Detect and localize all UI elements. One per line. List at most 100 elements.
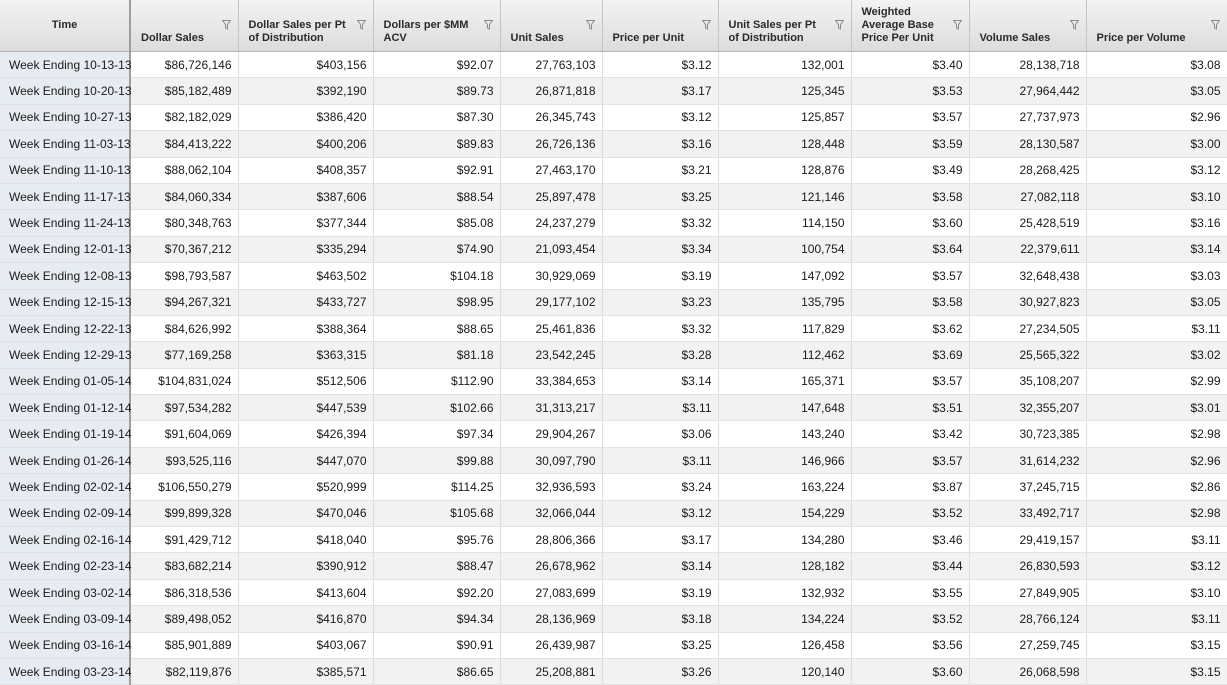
- table-cell: 28,806,366: [500, 526, 603, 554]
- table-cell: 134,224: [718, 605, 852, 633]
- filter-icon[interactable]: [701, 20, 711, 30]
- table-row[interactable]: Week Ending 10-13-13 $86,726,146 $403,156 $…: [0, 51, 1227, 79]
- table-cell: $91,429,712: [130, 526, 239, 554]
- filter-icon[interactable]: [1210, 20, 1220, 30]
- table-cell: $99.88: [373, 447, 501, 475]
- column-header-time[interactable]: Time: [0, 0, 131, 52]
- table-row[interactable]: Week Ending 02-23-14 $83,682,214 $390,912 $…: [0, 552, 1227, 580]
- table-row[interactable]: Week Ending 12-01-13 $70,367,212 $335,294 $…: [0, 236, 1227, 264]
- filter-icon[interactable]: [1069, 20, 1079, 30]
- table-cell: $403,156: [238, 51, 374, 79]
- table-cell: $416,870: [238, 605, 374, 633]
- table-cell: $86,318,536: [130, 579, 239, 607]
- row-header-time: Week Ending 11-03-13: [0, 130, 131, 158]
- table-cell: 31,313,217: [500, 394, 603, 422]
- table-cell: $335,294: [238, 236, 374, 264]
- table-row[interactable]: Week Ending 10-27-13 $82,182,029 $386,420 $…: [0, 104, 1227, 132]
- grid-body: Week Ending 10-13-13 $86,726,146 $403,156 $…: [0, 51, 1227, 685]
- filter-icon[interactable]: [585, 20, 595, 30]
- row-header-time: Week Ending 02-23-14: [0, 552, 132, 580]
- table-cell: $447,539: [238, 394, 374, 422]
- column-header-5[interactable]: Price per Unit: [602, 0, 719, 52]
- filter-icon[interactable]: [834, 20, 844, 30]
- table-cell: 128,448: [718, 130, 852, 158]
- table-cell: $387,606: [238, 183, 374, 211]
- table-cell: 125,857: [718, 104, 852, 132]
- column-header-4[interactable]: Unit Sales: [500, 0, 603, 52]
- table-cell: $80,348,763: [130, 209, 239, 237]
- table-row[interactable]: Week Ending 02-02-14 $106,550,279 $520,999…: [0, 473, 1227, 501]
- table-cell: $91,604,069: [130, 420, 239, 448]
- table-cell: 26,726,136: [500, 130, 603, 158]
- row-header-time: Week Ending 10-20-13: [0, 77, 132, 105]
- table-cell: $390,912: [238, 552, 374, 580]
- table-cell: 143,240: [718, 420, 852, 448]
- row-header-time: Week Ending 03-16-14: [0, 632, 132, 659]
- table-row[interactable]: Week Ending 11-17-13 $84,060,334 $387,606 $…: [0, 183, 1227, 211]
- table-cell: $426,394: [238, 420, 374, 448]
- row-header-time: Week Ending 01-26-14: [0, 447, 132, 475]
- filter-icon[interactable]: [952, 20, 962, 30]
- table-cell: $3.10: [1086, 579, 1227, 607]
- table-cell: $3.17: [602, 77, 719, 105]
- table-cell: 32,066,044: [500, 500, 603, 528]
- table-cell: $3.53: [851, 77, 970, 105]
- table-cell: $3.16: [602, 130, 719, 158]
- table-cell: $77,169,258: [130, 341, 239, 369]
- table-row[interactable]: Week Ending 11-03-13 $84,413,222 $400,206 $…: [0, 130, 1227, 158]
- table-row[interactable]: Week Ending 11-24-13 $80,348,763 $377,344 $…: [0, 209, 1227, 237]
- table-row[interactable]: Week Ending 03-02-14 $86,318,536 $413,604 $…: [0, 579, 1227, 607]
- table-row[interactable]: Week Ending 12-15-13 $94,267,321 $433,727 $…: [0, 289, 1227, 316]
- table-cell: $3.60: [851, 658, 970, 685]
- table-row[interactable]: Week Ending 10-20-13 $85,182,489 $392,190 $…: [0, 77, 1227, 105]
- table-row[interactable]: Week Ending 03-16-14 $85,901,889 $403,067 $…: [0, 632, 1227, 659]
- table-cell: 28,766,124: [969, 605, 1087, 633]
- table-cell: $463,502: [238, 262, 374, 290]
- filter-icon[interactable]: [483, 20, 493, 30]
- table-cell: 31,614,232: [969, 447, 1087, 475]
- filter-icon[interactable]: [221, 20, 231, 30]
- table-cell: $82,119,876: [130, 658, 239, 685]
- table-cell: $3.19: [602, 579, 719, 607]
- table-cell: $85,182,489: [130, 77, 239, 105]
- table-cell: 28,138,718: [969, 51, 1087, 79]
- row-header-time: Week Ending 03-02-14: [0, 579, 132, 607]
- column-header-1[interactable]: Dollar Sales: [130, 0, 239, 52]
- table-row[interactable]: Week Ending 01-12-14 $97,534,282 $447,539 $…: [0, 394, 1227, 422]
- table-row[interactable]: Week Ending 01-19-14 $91,604,069 $426,394 $…: [0, 420, 1227, 448]
- table-cell: $3.03: [1086, 262, 1227, 290]
- table-row[interactable]: Week Ending 03-09-14 $89,498,052 $416,870 $…: [0, 605, 1227, 633]
- table-row[interactable]: Week Ending 02-16-14 $91,429,712 $418,040 $…: [0, 526, 1227, 554]
- table-row[interactable]: Week Ending 01-26-14 $93,525,116 $447,070 $…: [0, 447, 1227, 475]
- table-row[interactable]: Week Ending 02-09-14 $99,899,328 $470,046 $…: [0, 500, 1227, 528]
- table-cell: $3.11: [1086, 526, 1227, 554]
- row-header-time: Week Ending 01-12-14: [0, 394, 132, 422]
- table-row[interactable]: Week Ending 03-23-14 $82,119,876 $385,571 $…: [0, 658, 1227, 685]
- table-cell: 21,093,454: [500, 236, 603, 264]
- table-cell: 26,678,962: [500, 552, 603, 580]
- column-header-9[interactable]: Price per Volume: [1086, 0, 1227, 52]
- table-cell: $3.15: [1086, 632, 1227, 659]
- table-row[interactable]: Week Ending 12-29-13 $77,169,258 $363,315 $…: [0, 341, 1227, 369]
- table-cell: 25,565,322: [969, 341, 1087, 369]
- table-cell: 27,737,973: [969, 104, 1087, 132]
- table-cell: $512,506: [238, 368, 374, 396]
- row-header-time: Week Ending 02-02-14: [0, 473, 132, 501]
- column-header-7[interactable]: Weighted Average Base Price Per Unit: [851, 0, 970, 52]
- table-cell: 28,130,587: [969, 130, 1087, 158]
- table-row[interactable]: Week Ending 12-22-13 $84,626,992 $388,364 $…: [0, 315, 1227, 343]
- table-cell: $70,367,212: [130, 236, 239, 264]
- column-header-3[interactable]: Dollars per $MM ACV: [373, 0, 501, 52]
- filter-icon[interactable]: [356, 20, 366, 30]
- table-cell: $89.83: [373, 130, 501, 158]
- row-header-time: Week Ending 12-15-13: [0, 289, 132, 316]
- table-cell: $2.98: [1086, 420, 1227, 448]
- table-cell: $98.95: [373, 289, 501, 316]
- column-header-2[interactable]: Dollar Sales per Pt of Distribution: [238, 0, 374, 52]
- table-cell: $3.11: [1086, 605, 1227, 633]
- column-header-6[interactable]: Unit Sales per Pt of Distribution: [718, 0, 852, 52]
- table-row[interactable]: Week Ending 01-05-14 $104,831,024 $512,506…: [0, 368, 1227, 396]
- table-row[interactable]: Week Ending 11-10-13 $88,062,104 $408,357 $…: [0, 157, 1227, 184]
- column-header-8[interactable]: Volume Sales: [969, 0, 1087, 52]
- table-row[interactable]: Week Ending 12-08-13 $98,793,587 $463,502 $…: [0, 262, 1227, 290]
